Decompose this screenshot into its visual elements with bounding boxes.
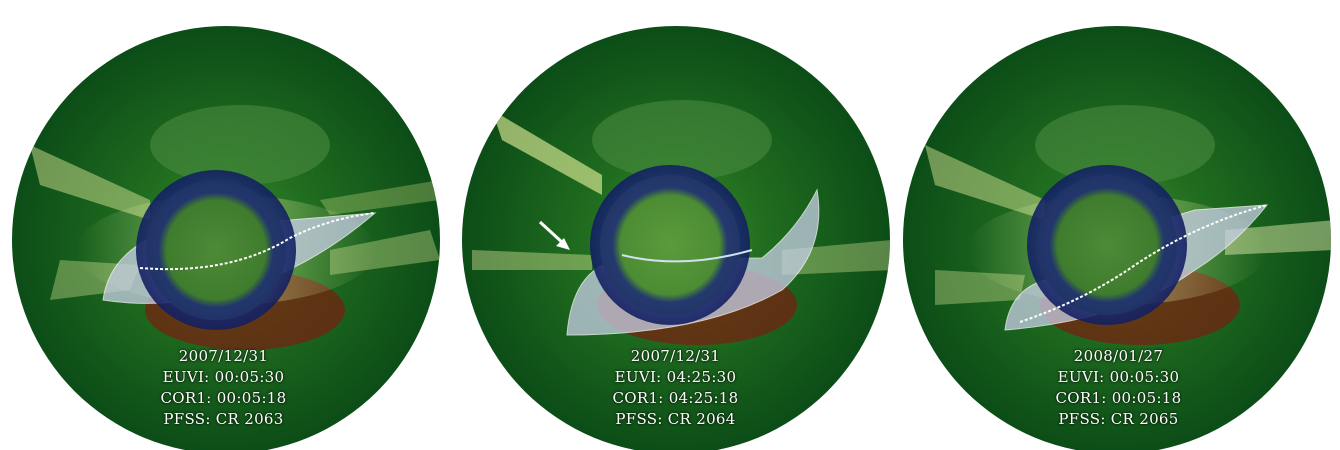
pfss-rotation: PFSS: CR 2063 xyxy=(163,410,284,428)
solar-panel-3: 2008/01/27 EUVI: 00:05:30 COR1: 00:05:18… xyxy=(895,0,1340,450)
pfss-rotation: PFSS: CR 2064 xyxy=(615,410,736,428)
date-label: 2008/01/27 xyxy=(1073,347,1164,365)
euvi-time: EUVI: 04:25:30 xyxy=(614,368,737,386)
corona-image-1 xyxy=(12,26,440,450)
solar-panel-2: 2007/12/31 EUVI: 04:25:30 COR1: 04:25:18… xyxy=(452,0,899,450)
caption-2: 2007/12/31 EUVI: 04:25:30 COR1: 04:25:18… xyxy=(452,346,899,430)
arrow-icon xyxy=(538,220,570,250)
corona-image-3 xyxy=(903,26,1331,450)
corona-image-2 xyxy=(462,26,890,450)
solar-panel-1: 2007/12/31 EUVI: 00:05:30 COR1: 00:05:18… xyxy=(0,0,447,450)
date-label: 2007/12/31 xyxy=(630,347,721,365)
caption-3: 2008/01/27 EUVI: 00:05:30 COR1: 00:05:18… xyxy=(895,346,1340,430)
cor1-time: COR1: 00:05:18 xyxy=(1055,389,1182,407)
pfss-rotation: PFSS: CR 2065 xyxy=(1058,410,1179,428)
euvi-time: EUVI: 00:05:30 xyxy=(162,368,285,386)
date-label: 2007/12/31 xyxy=(178,347,269,365)
euvi-time: EUVI: 00:05:30 xyxy=(1057,368,1180,386)
caption-1: 2007/12/31 EUVI: 00:05:30 COR1: 00:05:18… xyxy=(0,346,447,430)
cor1-time: COR1: 04:25:18 xyxy=(612,389,739,407)
cor1-time: COR1: 00:05:18 xyxy=(160,389,287,407)
